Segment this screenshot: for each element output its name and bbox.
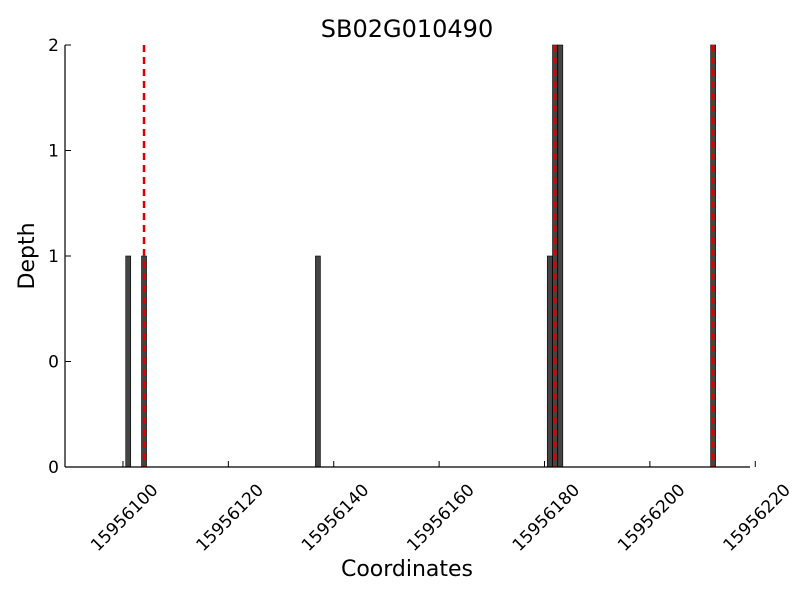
bars-group [125,44,716,468]
y-tick-label-1: 0 [48,353,59,373]
x-tick-label-1: 15956120 [193,480,268,555]
x-tick-label-0: 15956100 [87,480,162,555]
bar-0 [125,255,132,468]
x-tick-label-5: 15956200 [614,480,689,555]
bar-5 [557,44,564,468]
x-tick-label-2: 15956140 [298,480,373,555]
y-axis-label: Depth [15,222,40,289]
y-tick-label-0: 0 [48,458,59,478]
bar-3 [546,255,553,468]
markers-group [142,45,715,467]
x-tick-label-6: 15956220 [719,480,794,555]
y-ticks-group: 0 0 1 1 2 [48,36,71,478]
bar-2 [315,255,321,468]
y-tick-label-3: 1 [48,142,59,162]
y-tick-label-4: 2 [48,36,59,56]
x-axis-label: Coordinates [341,557,473,582]
x-tick-label-3: 15956160 [403,480,478,555]
x-ticks-group: 15956100 15956120 15956140 15956160 15956180… [87,461,795,556]
chart-title: SB02G010490 [321,15,493,43]
y-tick-label-2: 1 [48,247,59,267]
x-tick-label-4: 15956180 [509,480,584,555]
